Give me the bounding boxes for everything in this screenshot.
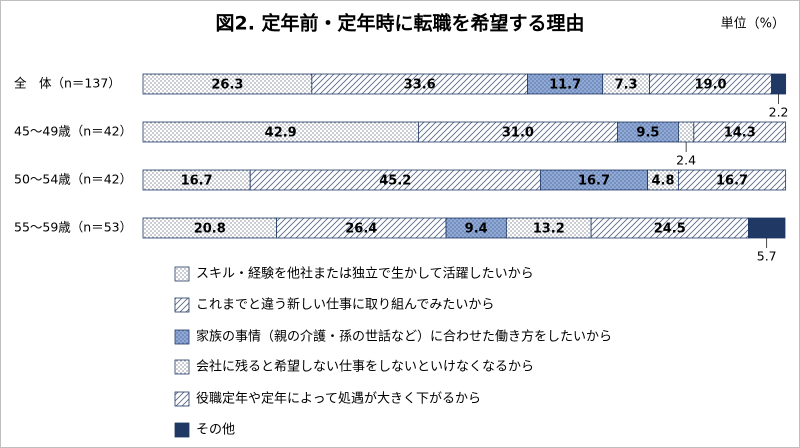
value-label: 26.3	[211, 78, 243, 93]
value-label: 9.4	[465, 222, 488, 237]
legend-label: スキル・経験を他社または独立で生かして活躍したいから	[196, 266, 534, 282]
value-label: 5.7	[757, 249, 777, 264]
value-label: 9.5	[636, 126, 659, 141]
bar-segment	[678, 169, 787, 191]
value-label: 24.5	[654, 222, 686, 237]
value-label: 42.9	[265, 126, 297, 141]
value-label: 14.3	[724, 126, 756, 141]
category-label: 全 体（n＝137）	[14, 76, 121, 91]
value-label: 19.0	[694, 78, 726, 93]
value-label: 20.8	[194, 222, 226, 237]
bar-segment	[693, 121, 787, 143]
value-label: 45.2	[379, 174, 411, 189]
value-label: 16.7	[578, 174, 610, 189]
legend-label: これまでと違う新しい仕事に取り組んでみたいから	[196, 297, 494, 313]
value-label: 13.2	[533, 222, 565, 237]
value-label: 11.7	[549, 78, 581, 93]
legend-swatch	[174, 391, 190, 407]
value-label: 2.4	[676, 153, 696, 168]
legend-label: 家族の事情（親の介護・孫の世話など）に合わせた働き方をしたいから	[196, 329, 612, 345]
category-label: 55～59歳（n＝53）	[14, 220, 132, 235]
value-label: 16.7	[181, 174, 213, 189]
category-label: 45～49歳（n＝42）	[14, 124, 132, 139]
legend-swatch	[174, 422, 190, 438]
category-label: 50～54歳（n＝42）	[14, 172, 132, 187]
chart-title: 図2. 定年前・定年時に転職を希望する理由	[215, 12, 584, 35]
legend-swatch	[174, 329, 190, 345]
value-label: 2.2	[769, 105, 789, 120]
value-label: 31.0	[502, 126, 534, 141]
bar-segment	[678, 121, 695, 143]
value-label: 33.6	[404, 78, 436, 93]
unit-label: 単位（%）	[721, 16, 785, 32]
legend-label: 会社に残ると希望しない仕事をしないといけなくなるから	[196, 359, 534, 375]
legend-label: 役職定年や定年によって処遇が大きく下がるから	[196, 392, 481, 407]
legend-swatch	[174, 297, 190, 313]
value-label: 26.4	[345, 222, 377, 237]
value-label: 7.3	[615, 78, 638, 93]
bar-segment	[771, 73, 787, 95]
legend-swatch	[174, 359, 190, 375]
legend-swatch	[174, 266, 190, 282]
legend-label: その他	[196, 423, 235, 438]
value-label: 4.8	[652, 174, 675, 189]
bar-segment	[748, 217, 786, 239]
value-label: 16.7	[716, 174, 748, 189]
